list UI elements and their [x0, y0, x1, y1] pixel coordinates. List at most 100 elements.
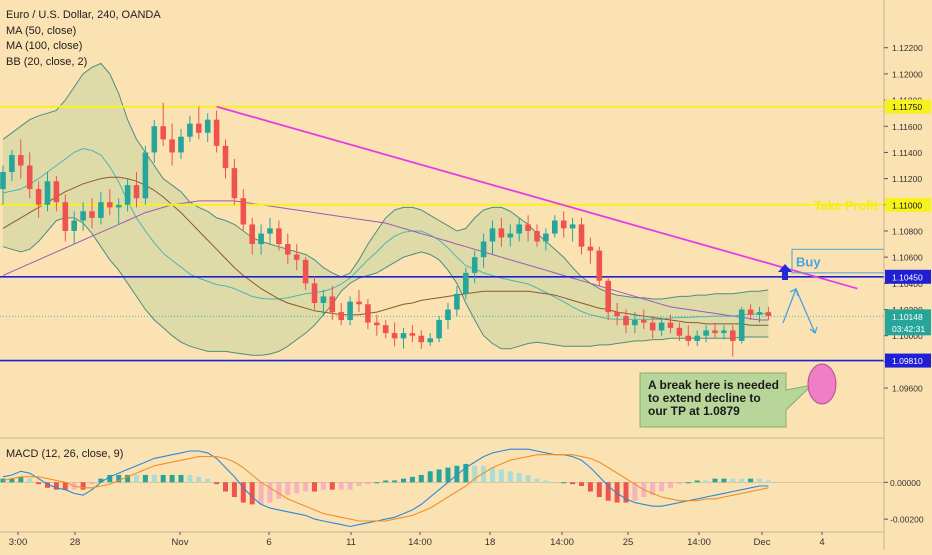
macd-histogram-bar: [401, 478, 406, 483]
candle-body: [649, 322, 656, 331]
macd-histogram-bar: [525, 474, 531, 483]
candle-body: [178, 136, 184, 153]
macd-histogram-bar: [507, 471, 513, 483]
macd-histogram-bar: [757, 478, 762, 483]
macd-histogram-bar: [668, 482, 673, 488]
candle-body: [596, 250, 603, 281]
macd-legend[interactable]: MACD (12, 26, close, 9): [6, 448, 124, 460]
time-tick-label: 4: [819, 537, 824, 548]
candle-body: [329, 296, 336, 313]
macd-histogram-bar: [18, 476, 24, 483]
time-tick-label: 14:00: [687, 537, 711, 548]
candle-body: [160, 126, 166, 140]
callout-note-box[interactable]: [639, 372, 814, 428]
indicator-bb-label[interactable]: BB (20, close, 2): [6, 55, 88, 68]
candle-body: [658, 322, 665, 331]
candle-body: [365, 304, 371, 323]
candle-body: [374, 322, 380, 326]
macd-histogram-bar: [169, 474, 175, 483]
macd-histogram-bar: [196, 476, 202, 483]
candle-body: [258, 233, 264, 245]
candle: [329, 285, 336, 320]
candle: [676, 322, 683, 341]
candle-body: [71, 220, 77, 231]
candle: [320, 289, 327, 317]
macd-histogram-bar: [534, 478, 540, 483]
candle: [35, 181, 42, 218]
level-price-tag: [885, 99, 931, 114]
candle-body: [676, 327, 683, 336]
candle: [222, 139, 229, 179]
candle-body: [569, 224, 576, 229]
level-price-label: 1.11750: [892, 102, 922, 112]
candle-body: [311, 283, 318, 303]
macd-histogram-bar: [703, 480, 709, 483]
candle: [756, 306, 763, 323]
candle: [605, 276, 611, 320]
macd-histogram-bar: [285, 482, 291, 496]
candle: [418, 330, 425, 349]
macd-histogram-bar: [516, 473, 522, 483]
candle-body: [204, 119, 211, 133]
level-price-tag: [885, 197, 931, 212]
candle-body: [623, 316, 629, 326]
candle-body: [222, 145, 229, 169]
symbol-title[interactable]: Euro / U.S. Dollar, 240, OANDA: [6, 9, 161, 21]
candle-body: [632, 319, 638, 326]
price-tick-label: 1.11600: [892, 122, 922, 132]
macd-tick-label: -0.00200: [890, 515, 924, 525]
time-axis[interactable]: 3:00 28 Nov 6 11 14:00 18 14:00 25 14:00 Dec 4: [9, 532, 825, 548]
indicator-ma50-label[interactable]: MA (50, close): [6, 24, 77, 37]
macd-histogram-bar: [712, 478, 718, 483]
candle: [311, 276, 318, 310]
candle-body: [115, 204, 122, 208]
candle-body: [18, 155, 24, 166]
chart-legend: Euro / U.S. Dollar, 240, OANDA MA (50, c…: [6, 8, 161, 70]
callout-note-line: our TP at 1.0879: [648, 404, 740, 418]
macd-histogram-bar: [240, 482, 246, 503]
macd-histogram-bar: [258, 482, 264, 505]
candle-body: [249, 224, 255, 245]
target-circle-marker[interactable]: [807, 363, 837, 405]
price-tick-label: 1.10600: [892, 253, 923, 263]
macd-histogram-bar: [160, 474, 166, 483]
price-axis[interactable]: 1.122001.120001.118001.116001.114001.112…: [883, 0, 932, 550]
candle: [658, 317, 665, 336]
candle: [409, 325, 416, 343]
candle-body: [507, 233, 514, 238]
moving-averages: [2, 176, 769, 326]
macd-histogram-bar: [614, 482, 620, 503]
macd-line: [2, 448, 769, 528]
candle-body: [641, 319, 647, 323]
current-price-label: 1.10148: [892, 312, 923, 322]
candle: [738, 306, 745, 344]
candle: [178, 128, 184, 159]
descending-trendline[interactable]: [216, 105, 858, 290]
macd-histogram-bar: [498, 469, 504, 483]
macd-histogram-bar: [347, 482, 353, 490]
price-tick-label: 1.12200: [892, 43, 923, 53]
macd-histogram-bar: [80, 482, 86, 490]
indicator-ma100-label[interactable]: MA (100, close): [6, 40, 83, 52]
candle-body: [534, 230, 540, 242]
macd-histogram-bar: [365, 482, 371, 485]
macd-histogram-bar: [623, 482, 629, 503]
level-price-tag: [885, 269, 931, 284]
candle: [124, 178, 131, 212]
macd-histogram-bar: [223, 482, 228, 492]
macd-histogram-bar: [62, 482, 68, 490]
candle: [285, 233, 291, 264]
candle: [98, 191, 104, 225]
macd-histogram-bar: [89, 482, 95, 485]
macd-histogram-bar: [276, 482, 282, 499]
candle: [89, 198, 95, 229]
price-tick-label: 1.10000: [892, 331, 923, 341]
candle-body: [302, 259, 309, 284]
projected-path-arrow: [782, 287, 816, 334]
time-tick-label: 6: [266, 537, 271, 548]
candle: [382, 319, 389, 339]
macd-histogram-bar: [116, 474, 122, 483]
